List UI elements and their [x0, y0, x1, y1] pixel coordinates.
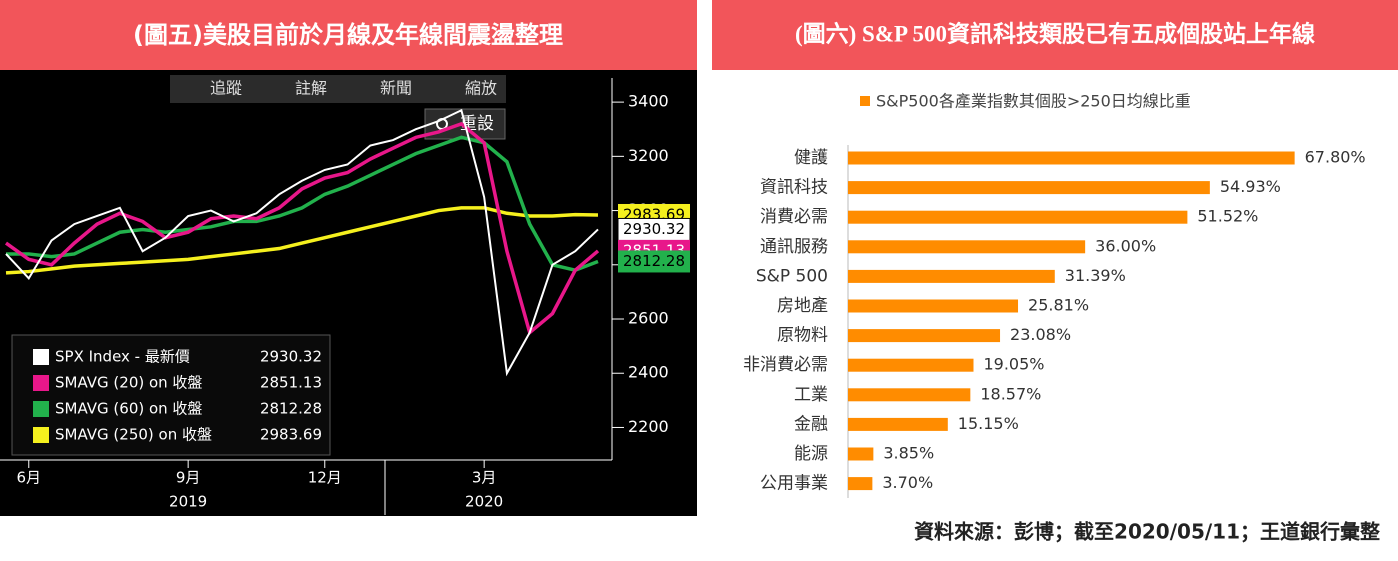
series-line	[5, 108, 599, 377]
bar	[848, 269, 1055, 283]
price-tag-bg	[618, 250, 690, 273]
toolbar	[170, 75, 506, 103]
legend-name: SPX Index - 最新價	[55, 348, 190, 366]
category-label: 工業	[794, 385, 828, 405]
right-header	[712, 0, 1398, 70]
bar	[848, 417, 948, 431]
y-tick-label: 2400	[628, 363, 669, 382]
category-label: 原物料	[777, 326, 828, 346]
year-label: 2020	[465, 493, 503, 511]
value-label: 36.00%	[1095, 236, 1156, 255]
y-tick-label: 2600	[628, 309, 669, 328]
x-tick-label: 12月	[308, 469, 342, 487]
legend-value: 2812.28	[260, 400, 322, 418]
category-label: S&P 500	[756, 266, 828, 286]
legend-name: SMAVG (60) on 收盤	[55, 400, 202, 418]
x-tick-label: 3月	[472, 469, 497, 487]
value-label: 51.52%	[1197, 207, 1258, 226]
legend-swatch	[33, 401, 49, 417]
bar	[848, 447, 874, 461]
value-label: 3.85%	[883, 444, 934, 463]
legend-swatch	[860, 96, 870, 106]
value-label: 18.57%	[980, 384, 1041, 403]
right-title: (圖六) S&P 500資訊科技類股已有五成個股站上年線	[795, 20, 1315, 46]
bar	[848, 181, 1210, 195]
y-tick-label: 3200	[628, 146, 669, 165]
legend-value: 2930.32	[260, 348, 322, 366]
category-label: 消費必需	[760, 207, 828, 227]
value-label: 31.39%	[1065, 266, 1126, 285]
toolbar-item: 追蹤	[210, 79, 242, 98]
value-label: 67.80%	[1305, 148, 1366, 167]
y-tick-label: 3400	[628, 92, 669, 111]
left-header	[0, 0, 697, 70]
bar	[848, 388, 971, 402]
source: 資料來源：彭博；截至2020/05/11；王道銀行彙整	[914, 520, 1380, 544]
category-label: 資訊科技	[760, 178, 828, 198]
legend-label: S&P500各產業指數其個股>250日均線比重	[876, 92, 1191, 111]
bar	[848, 358, 974, 372]
category-label: 金融	[794, 414, 828, 434]
category-label: 通訊服務	[760, 237, 828, 257]
category-label: 公用事業	[760, 474, 828, 494]
category-label: 房地產	[777, 296, 828, 316]
category-label: 健護	[794, 148, 828, 168]
legend-swatch	[33, 375, 49, 391]
series-line	[6, 135, 599, 273]
legend-swatch	[33, 349, 49, 365]
legend-box	[11, 334, 331, 456]
legend-value: 2851.13	[260, 374, 322, 392]
value-label: 19.05%	[983, 355, 1044, 374]
price-tag: 2812.28	[623, 252, 685, 270]
legend-value: 2983.69	[260, 426, 322, 444]
price-tag: 2930.32	[623, 220, 685, 238]
legend-name: SMAVG (20) on 收盤	[55, 374, 202, 392]
legend-name: SMAVG (250) on 收盤	[55, 426, 212, 444]
toolbar-item: 註解	[295, 79, 327, 98]
value-label: 54.93%	[1220, 177, 1281, 196]
series-line	[4, 121, 600, 336]
toolbar-item: 縮放	[465, 79, 497, 98]
y-tick-label: 2200	[628, 417, 669, 436]
bar	[848, 240, 1086, 254]
toolbar-item: 新聞	[380, 79, 412, 98]
value-label: 25.81%	[1028, 296, 1089, 315]
left-title: (圖五)美股目前於月線及年線間震盪整理	[133, 21, 563, 49]
x-tick-label: 9月	[176, 469, 201, 487]
bar	[848, 299, 1019, 313]
bar	[848, 210, 1188, 224]
bar	[848, 151, 1295, 165]
bar	[848, 477, 873, 491]
x-tick-label: 6月	[16, 469, 41, 487]
category-label: 非消費必需	[743, 355, 828, 375]
value-label: 23.08%	[1010, 325, 1071, 344]
legend-swatch	[33, 427, 49, 443]
value-label: 3.70%	[882, 473, 933, 492]
category-label: 能源	[794, 444, 828, 464]
value-label: 15.15%	[958, 414, 1019, 433]
year-label: 2019	[169, 493, 207, 511]
bar	[848, 329, 1001, 343]
